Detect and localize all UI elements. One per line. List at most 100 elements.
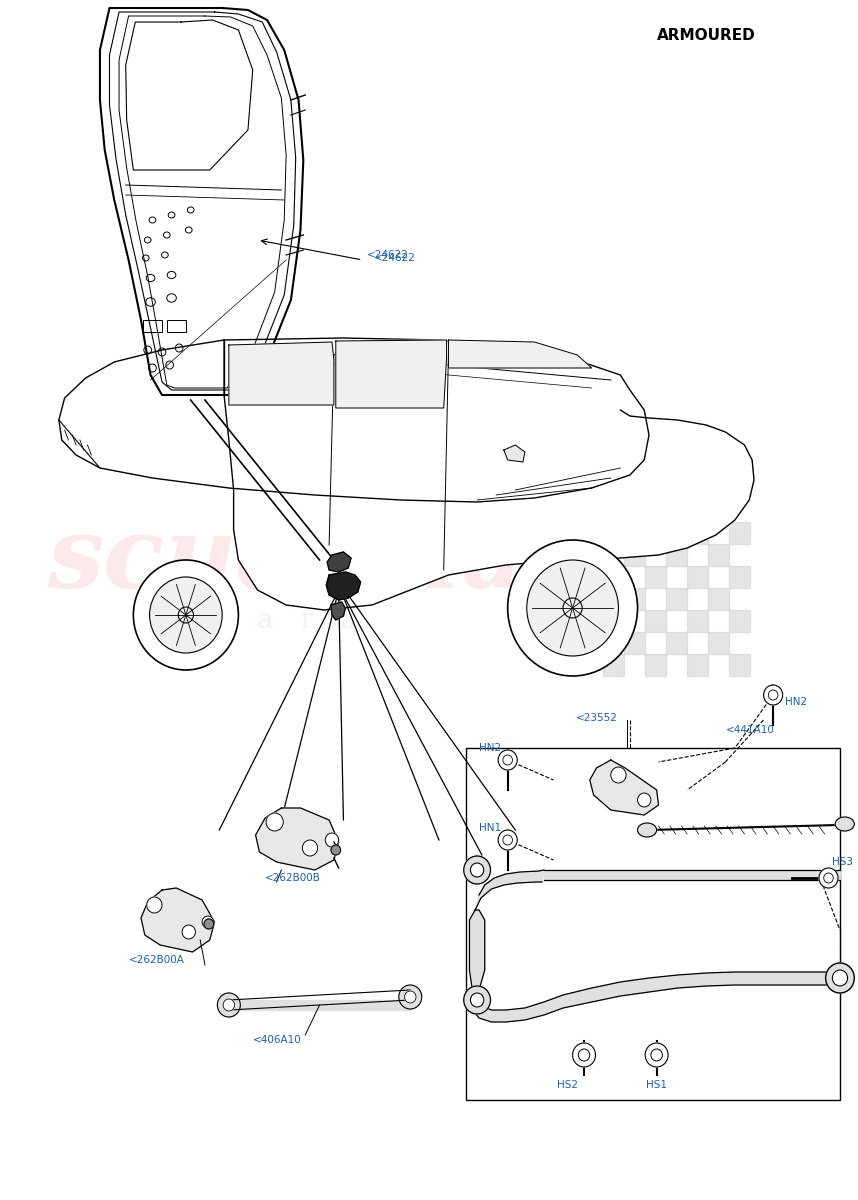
Circle shape <box>470 994 484 1007</box>
Circle shape <box>302 840 317 856</box>
Text: <24622: <24622 <box>374 253 416 263</box>
Bar <box>624 588 645 610</box>
Circle shape <box>325 833 339 847</box>
Bar <box>582 632 603 654</box>
Bar <box>603 654 624 676</box>
Bar <box>729 654 750 676</box>
Bar <box>666 632 687 654</box>
Polygon shape <box>256 808 339 870</box>
Polygon shape <box>326 572 360 600</box>
Text: HS2: HS2 <box>558 1080 578 1090</box>
Circle shape <box>498 830 517 850</box>
Polygon shape <box>59 338 649 502</box>
Polygon shape <box>327 552 351 572</box>
Bar <box>708 500 729 522</box>
Text: HN2: HN2 <box>784 697 807 707</box>
Bar <box>645 610 666 632</box>
Bar <box>603 610 624 632</box>
Bar <box>624 500 645 522</box>
Bar <box>666 500 687 522</box>
Circle shape <box>825 962 855 994</box>
Circle shape <box>572 1043 595 1067</box>
Circle shape <box>764 685 782 704</box>
Circle shape <box>832 970 848 986</box>
Circle shape <box>463 856 491 884</box>
Bar <box>708 544 729 566</box>
Polygon shape <box>469 910 485 990</box>
Polygon shape <box>335 340 446 408</box>
Circle shape <box>578 1049 589 1061</box>
Circle shape <box>503 835 512 845</box>
Bar <box>166 320 186 332</box>
Bar <box>582 588 603 610</box>
Polygon shape <box>504 445 525 462</box>
Bar <box>582 544 603 566</box>
Bar <box>582 500 603 522</box>
Text: HS3: HS3 <box>832 857 854 866</box>
Text: <262B00B: <262B00B <box>265 874 321 883</box>
Circle shape <box>182 925 196 938</box>
Text: <262B00A: <262B00A <box>129 955 184 965</box>
Circle shape <box>637 793 651 806</box>
Text: ARMOURED: ARMOURED <box>657 28 756 43</box>
Circle shape <box>508 540 637 676</box>
Circle shape <box>404 991 416 1003</box>
Ellipse shape <box>637 823 656 838</box>
Polygon shape <box>475 870 544 910</box>
Circle shape <box>498 750 517 770</box>
Bar <box>687 566 708 588</box>
Text: <24622: <24622 <box>367 250 409 260</box>
Polygon shape <box>229 342 334 404</box>
Polygon shape <box>589 760 659 815</box>
Polygon shape <box>141 888 214 952</box>
Text: HN1: HN1 <box>479 823 501 833</box>
Bar <box>708 588 729 610</box>
Text: HN2: HN2 <box>479 743 501 754</box>
Bar <box>645 566 666 588</box>
Circle shape <box>266 814 283 830</box>
Text: <406A10: <406A10 <box>253 1034 301 1045</box>
Circle shape <box>470 863 484 877</box>
Bar <box>466 748 840 1100</box>
Polygon shape <box>224 340 754 610</box>
Text: c   a   r   a: c a r a <box>215 606 357 634</box>
Bar <box>687 654 708 676</box>
Circle shape <box>503 755 512 766</box>
Circle shape <box>527 560 619 656</box>
Circle shape <box>611 767 626 782</box>
Bar <box>729 522 750 544</box>
Bar <box>624 544 645 566</box>
Bar <box>143 320 162 332</box>
Circle shape <box>824 874 833 883</box>
Polygon shape <box>100 8 304 395</box>
Circle shape <box>645 1043 668 1067</box>
Circle shape <box>399 985 422 1009</box>
Bar <box>645 654 666 676</box>
Polygon shape <box>469 972 840 1022</box>
Bar <box>624 632 645 654</box>
Text: <441A10: <441A10 <box>725 725 774 734</box>
Bar <box>687 522 708 544</box>
Circle shape <box>819 868 838 888</box>
Circle shape <box>147 898 162 913</box>
Circle shape <box>651 1049 662 1061</box>
Bar <box>687 610 708 632</box>
Polygon shape <box>331 602 345 620</box>
Bar <box>708 632 729 654</box>
Circle shape <box>769 690 778 700</box>
Text: scuderia: scuderia <box>47 511 525 608</box>
Circle shape <box>223 998 234 1010</box>
Circle shape <box>133 560 239 670</box>
Bar <box>666 544 687 566</box>
Circle shape <box>331 845 341 854</box>
Text: HS1: HS1 <box>646 1080 668 1090</box>
Ellipse shape <box>835 817 855 830</box>
Bar <box>729 566 750 588</box>
Bar <box>603 566 624 588</box>
Polygon shape <box>449 340 592 368</box>
Bar <box>729 610 750 632</box>
Circle shape <box>217 994 240 1018</box>
Circle shape <box>202 916 214 928</box>
Bar <box>645 522 666 544</box>
Circle shape <box>149 577 222 653</box>
